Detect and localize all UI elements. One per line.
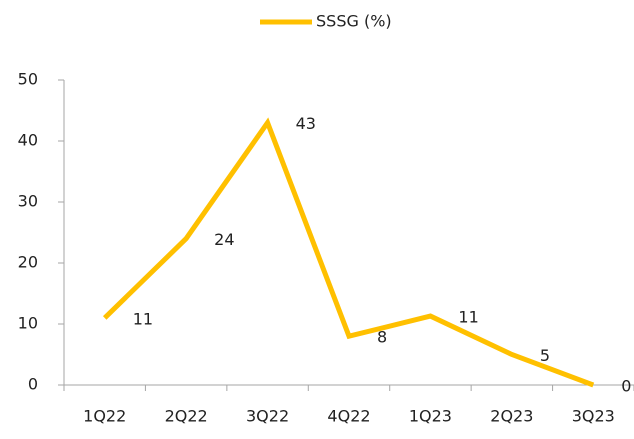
x-tick-label: 1Q23	[409, 407, 452, 426]
data-label: 24	[214, 230, 234, 249]
data-label: 5	[540, 346, 550, 365]
data-label: 43	[296, 114, 316, 133]
series-line	[102, 117, 595, 388]
x-tick-label: 3Q22	[246, 407, 289, 426]
y-tick-label: 20	[18, 253, 38, 272]
y-tick-label: 10	[18, 314, 38, 333]
data-label: 11	[458, 308, 478, 327]
x-tick-label: 2Q23	[490, 407, 533, 426]
x-tick-label: 3Q23	[572, 407, 615, 426]
legend-label: SSSG (%)	[316, 12, 392, 31]
y-tick-label: 50	[18, 70, 38, 89]
data-label: 8	[377, 328, 387, 347]
y-tick-label: 30	[18, 192, 38, 211]
y-tick-label: 40	[18, 131, 38, 150]
data-label: 0	[621, 377, 631, 396]
data-label: 11	[133, 309, 153, 328]
x-tick-label: 2Q22	[165, 407, 208, 426]
x-tick-label: 1Q22	[83, 407, 126, 426]
x-tick-label: 4Q22	[327, 407, 370, 426]
y-tick-label: 0	[28, 375, 38, 394]
